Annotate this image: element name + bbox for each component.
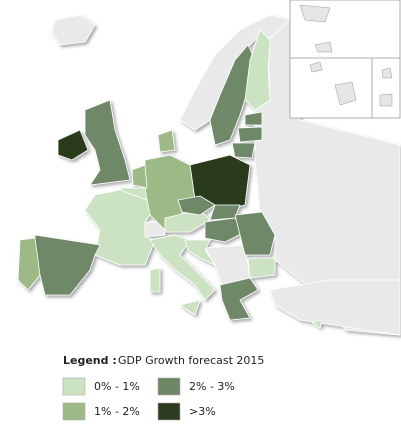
country [17,237,41,291]
country [184,239,216,266]
legend-label: 0% - 1% [94,380,140,393]
legend-heading: Legend : [63,354,117,367]
country [157,129,176,153]
legend-swatch [62,377,86,396]
island [309,61,323,73]
country [84,99,131,186]
legend-title: GDP Growth forecast 2015 [118,354,264,367]
country [179,299,201,316]
island [381,67,393,79]
country [149,234,216,301]
legend-swatch [157,402,181,421]
legend-label: 1% - 2% [94,405,140,418]
country [149,267,161,293]
country [244,29,271,111]
country [237,126,263,143]
country [234,211,276,256]
country [57,129,89,161]
island [314,41,333,53]
land [204,244,251,286]
land [51,14,96,46]
country [247,257,276,279]
legend-swatch [62,402,86,421]
country [311,319,323,329]
country [177,195,216,216]
legend-label: 2% - 3% [189,380,235,393]
country [219,277,259,321]
island [299,4,331,23]
island [334,81,357,106]
legend-swatch [157,377,181,396]
country [34,234,101,296]
country [131,164,148,189]
land [269,279,401,336]
country [204,217,246,243]
island [379,93,393,107]
inset [289,0,401,119]
country [231,142,256,159]
legend-label: >3% [189,405,216,418]
country [244,111,263,126]
